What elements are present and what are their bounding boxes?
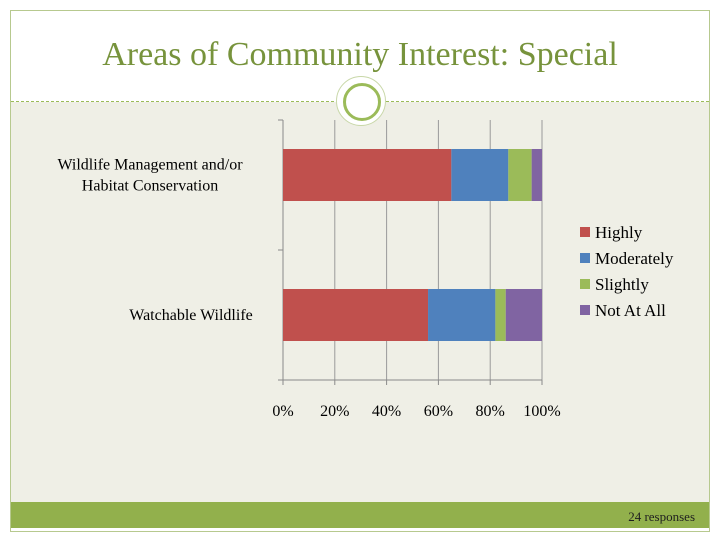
bar-segment [283, 149, 452, 201]
category-label: Habitat Conservation [82, 178, 218, 195]
decorative-circle-inner [343, 83, 381, 121]
bar-segment [451, 149, 509, 201]
x-tick-label: 20% [320, 403, 349, 420]
bar-segment [531, 149, 542, 201]
x-tick-label: 100% [523, 403, 560, 420]
legend-swatch [580, 253, 590, 263]
footer-bar: 24 responses [11, 502, 709, 528]
legend-swatch [580, 227, 590, 237]
bar-segment [428, 289, 496, 341]
bar-segment [508, 149, 532, 201]
x-tick-label: 0% [272, 403, 293, 420]
legend-label: Highly [595, 223, 643, 242]
slide-title: Areas of Community Interest: Special [102, 36, 618, 73]
bar-segment [495, 289, 506, 341]
x-tick-label: 40% [372, 403, 401, 420]
legend-swatch [580, 279, 590, 289]
category-label: Wildlife Management and/or [57, 157, 243, 174]
x-tick-label: 80% [476, 403, 505, 420]
x-tick-label: 60% [424, 403, 453, 420]
legend-label: Slightly [595, 275, 649, 294]
legend-label: Moderately [595, 249, 674, 268]
decorative-circle-icon [336, 76, 386, 126]
response-count: 24 responses [628, 509, 695, 524]
bar-segment [505, 289, 542, 341]
legend-label: Not At All [595, 301, 666, 320]
category-label: Watchable Wildlife [129, 307, 253, 324]
legend-swatch [580, 305, 590, 315]
bar-segment [283, 289, 429, 341]
